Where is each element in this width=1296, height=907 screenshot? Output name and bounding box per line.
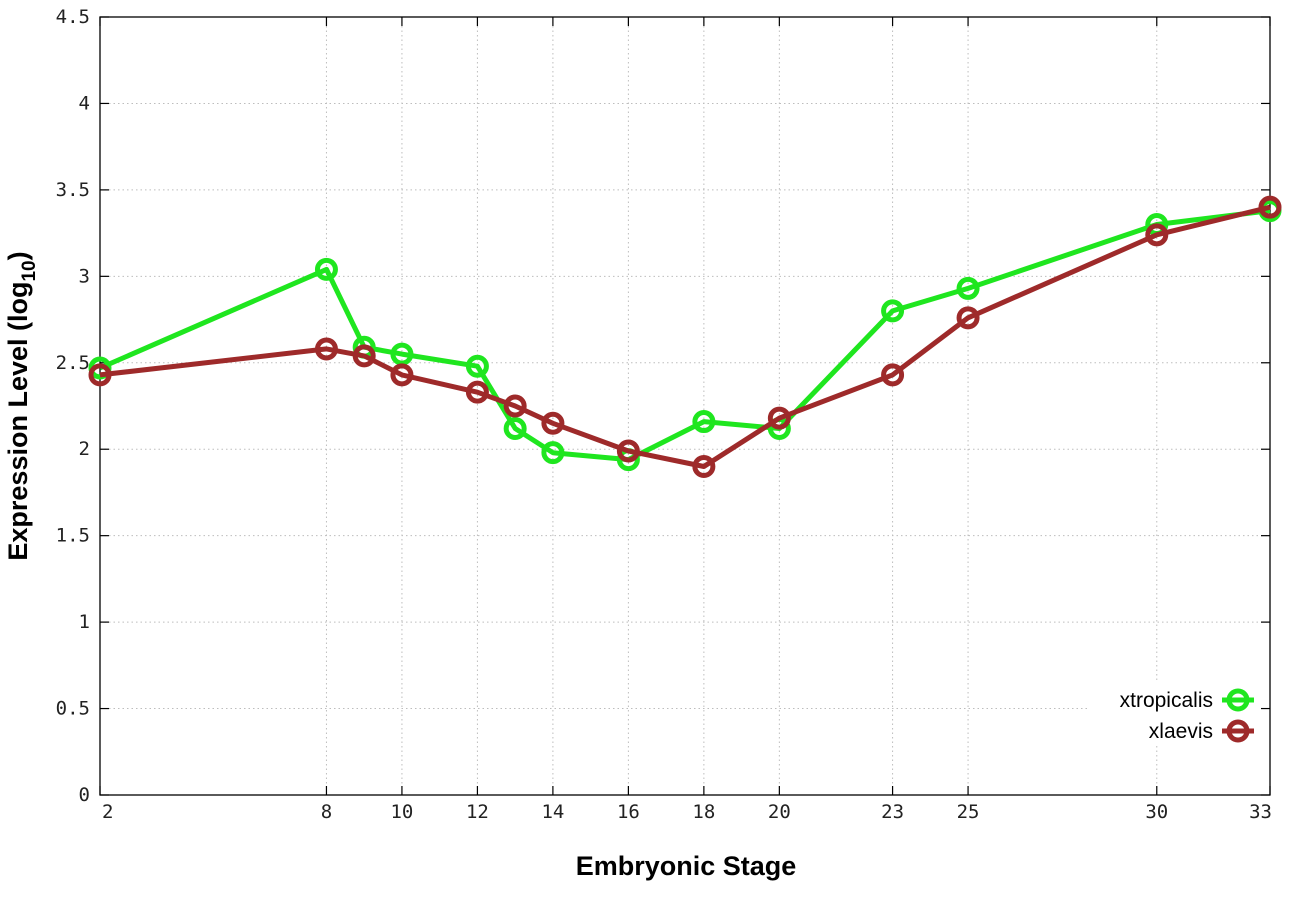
data-point xyxy=(503,394,527,418)
axis-ticks: 0 0.5 1 1.5 2 2.5 3 3.5 4 4.5 2 8 10 12 14 16 18 20 23 25 30… xyxy=(56,6,1272,823)
y-tick-label: 2 xyxy=(79,438,90,460)
data-point xyxy=(541,411,565,435)
y-tick-label: 2.5 xyxy=(56,352,90,374)
data-point xyxy=(390,363,414,387)
legend-item-xlaevis: xlaevis xyxy=(1149,719,1254,743)
series-xlaevis xyxy=(88,195,1282,479)
data-point xyxy=(541,441,565,465)
legend-label: xtropicalis xyxy=(1120,689,1213,712)
legend-swatch-marker xyxy=(1226,719,1250,743)
y-tick-label: 1.5 xyxy=(56,525,90,547)
y-tick-label: 3.5 xyxy=(56,179,90,201)
x-tick-label: 8 xyxy=(321,801,332,823)
y-tick-label: 4 xyxy=(79,92,90,114)
data-point xyxy=(956,306,980,330)
y-tick-label: 0 xyxy=(79,784,90,806)
y-axis-title-subscript: 10 xyxy=(19,260,40,281)
y-axis-title-main: Expression Level (log xyxy=(3,282,33,561)
y-tick-label: 3 xyxy=(79,265,90,287)
x-tick-label: 14 xyxy=(541,801,564,823)
legend-item-xtropicalis: xtropicalis xyxy=(1120,688,1254,712)
x-tick-label: 16 xyxy=(617,801,640,823)
series-line xyxy=(99,208,1271,463)
legend: xtropicalis xlaevis xyxy=(1090,683,1260,745)
data-point xyxy=(767,406,791,430)
data-point xyxy=(692,410,716,434)
grid-lines xyxy=(100,17,1270,795)
series-xtropicalis xyxy=(88,199,1282,472)
x-tick-label: 23 xyxy=(881,801,904,823)
x-tick-label: 10 xyxy=(390,801,413,823)
y-axis-title: Expression Level (log10) xyxy=(3,251,40,560)
data-point xyxy=(692,455,716,479)
legend-label: xlaevis xyxy=(1149,720,1213,743)
x-tick-label: 18 xyxy=(692,801,715,823)
y-tick-label: 1 xyxy=(79,611,90,633)
data-point xyxy=(503,416,527,440)
data-point xyxy=(88,363,112,387)
data-point xyxy=(314,257,338,281)
data-point xyxy=(465,380,489,404)
data-point xyxy=(881,299,905,323)
x-tick-label: 30 xyxy=(1145,801,1168,823)
x-tick-label: 33 xyxy=(1249,801,1272,823)
x-axis-title: Embryonic Stage xyxy=(576,851,797,881)
data-point xyxy=(956,276,980,300)
legend-swatch-marker xyxy=(1226,688,1250,712)
y-axis-title-close: ) xyxy=(3,251,33,260)
x-tick-label: 2 xyxy=(102,801,113,823)
y-tick-label: 0.5 xyxy=(56,698,90,720)
data-point xyxy=(881,363,905,387)
data-point xyxy=(352,344,376,368)
data-point xyxy=(314,337,338,361)
data-point xyxy=(1145,223,1169,247)
data-point xyxy=(390,342,414,366)
x-tick-label: 25 xyxy=(957,801,980,823)
x-tick-label: 12 xyxy=(466,801,489,823)
data-point xyxy=(465,354,489,378)
plot-frame xyxy=(99,16,1271,796)
series-group xyxy=(88,195,1282,479)
y-tick-label: 4.5 xyxy=(56,6,90,28)
data-point xyxy=(616,439,640,463)
data-point xyxy=(1258,195,1282,219)
x-tick-label: 20 xyxy=(768,801,791,823)
